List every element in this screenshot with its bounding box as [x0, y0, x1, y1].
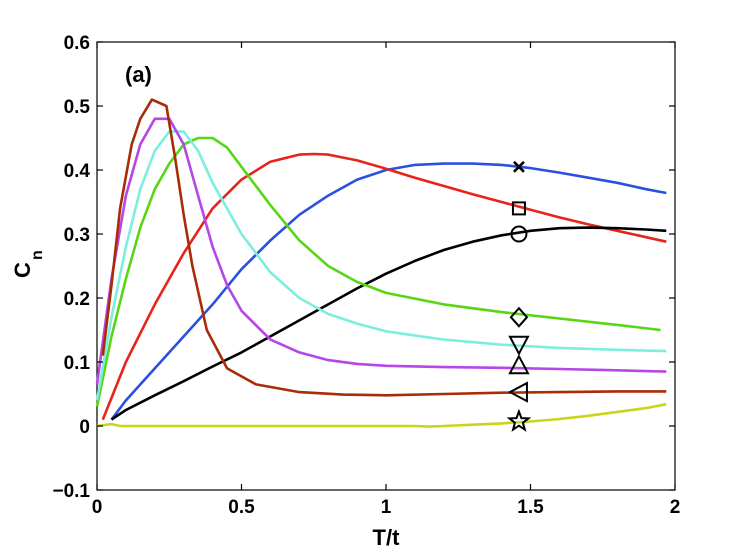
- marker-square: [511, 201, 526, 216]
- panel-label: (a): [125, 62, 152, 87]
- x-tick-label: 0.5: [228, 497, 255, 518]
- y-tick-label: −0.1: [52, 481, 90, 502]
- series-line-triangle-down: [95, 130, 667, 401]
- x-tick-label: 0: [92, 497, 103, 518]
- y-tick-label: 0.4: [64, 161, 91, 182]
- y-axis-title-subscript: n: [29, 250, 46, 260]
- marker-star: [506, 408, 532, 432]
- series-line-square: [101, 152, 667, 421]
- marker-triangle-down: [508, 335, 530, 356]
- y-tick-label: 0.2: [64, 289, 90, 310]
- y-tick-label: 0.1: [64, 353, 91, 374]
- x-tick-label: 1: [381, 497, 392, 518]
- plot-area-frame: [96, 41, 676, 491]
- y-tick-label: 0.6: [64, 33, 90, 54]
- series-line-diamond: [95, 136, 661, 408]
- marker-triangle-up: [508, 354, 530, 375]
- y-axis-title-main: C: [10, 262, 35, 278]
- marker-circle: [510, 225, 528, 243]
- x-tick-label: 1.5: [517, 497, 544, 518]
- marker-x: [513, 160, 525, 173]
- x-tick-label: 2: [670, 497, 681, 518]
- y-tick-label: 0: [79, 417, 90, 438]
- y-axis-title: C n: [10, 250, 46, 278]
- series-line-circle: [110, 226, 667, 421]
- series-line-triangle-up: [95, 117, 667, 385]
- x-axis-title: T/t: [373, 525, 401, 550]
- series-line-star: [96, 402, 667, 428]
- y-tick-label: 0.5: [64, 97, 91, 118]
- series-line-x: [110, 162, 667, 421]
- y-tick-label: 0.3: [64, 225, 90, 246]
- marker-triangle-left: [507, 381, 528, 403]
- series-line-triangle-left: [101, 98, 667, 397]
- marker-diamond: [509, 306, 529, 328]
